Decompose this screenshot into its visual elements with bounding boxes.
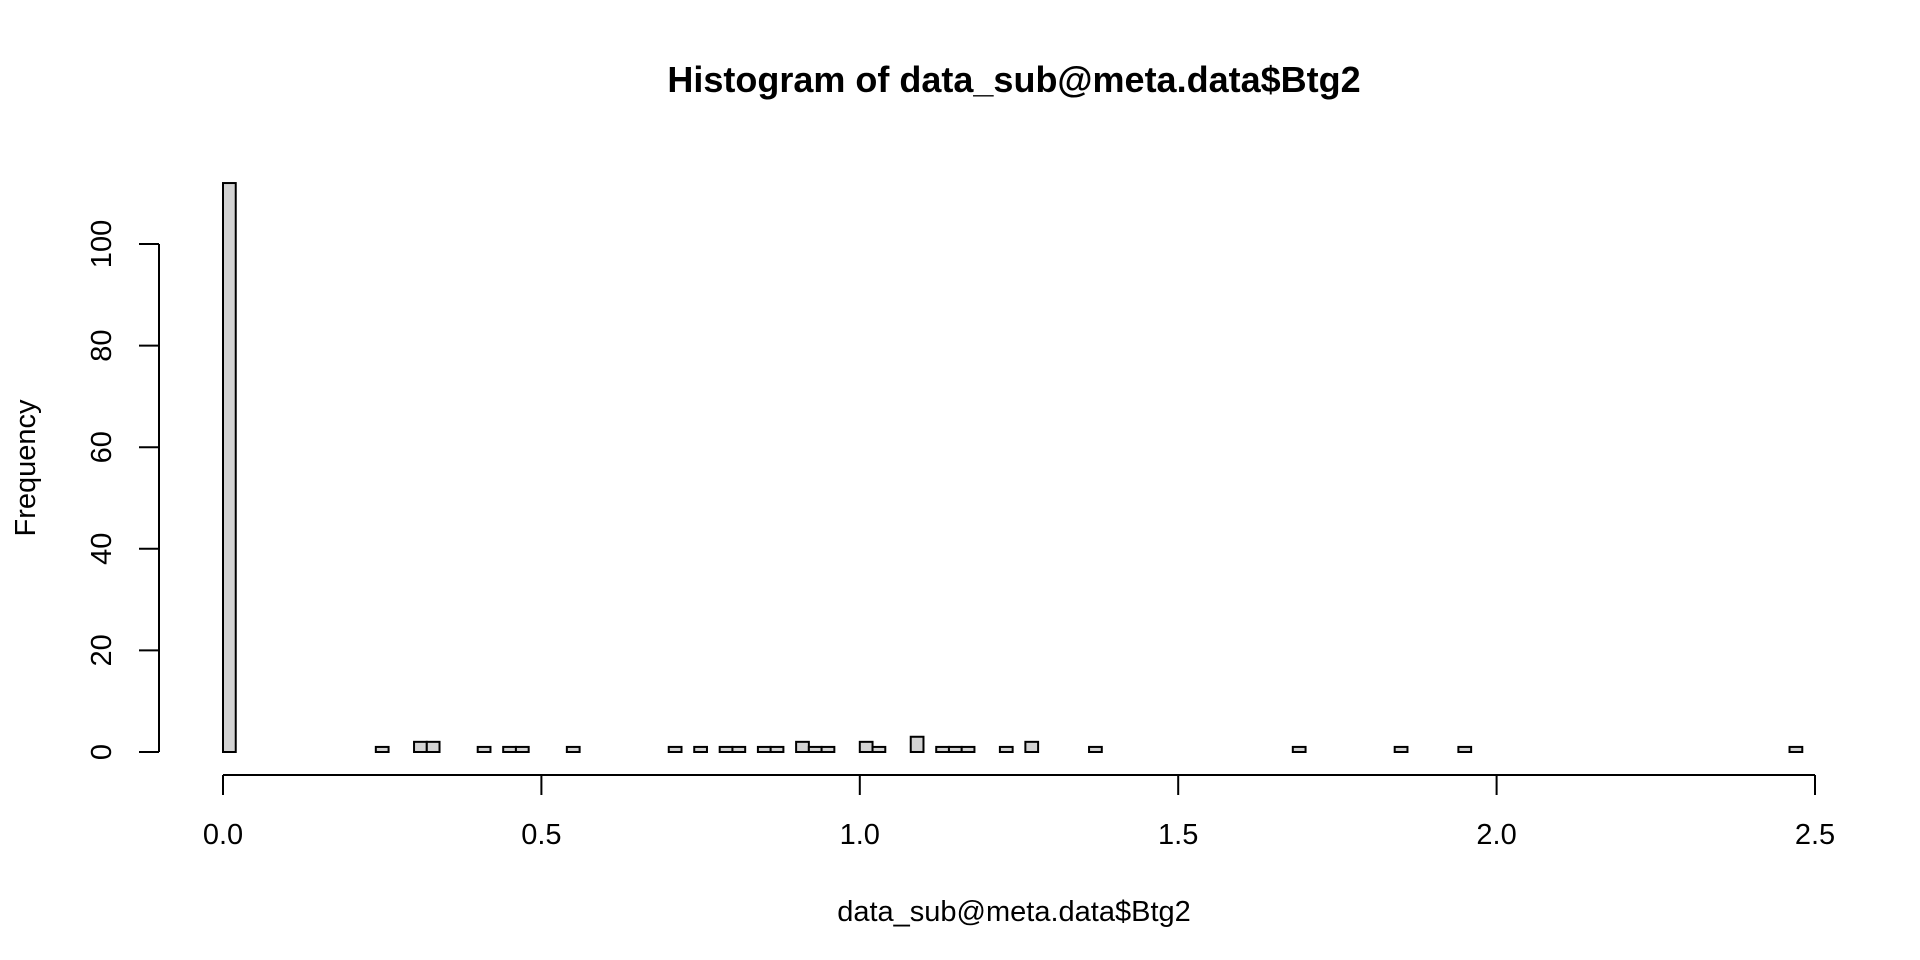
histogram-bar bbox=[795, 740, 810, 754]
y-tick-label: 40 bbox=[86, 533, 118, 565]
chart-title: Histogram of data_sub@meta.data$Btg2 bbox=[667, 59, 1360, 100]
histogram-bar bbox=[935, 745, 950, 753]
histogram-bar bbox=[667, 745, 683, 753]
histogram-bar bbox=[756, 745, 772, 753]
histogram-bar bbox=[693, 745, 708, 753]
histogram-bar bbox=[222, 182, 237, 754]
histogram-bar bbox=[1393, 745, 1409, 753]
histogram-bar bbox=[425, 740, 441, 754]
histogram-bar bbox=[909, 735, 925, 754]
x-axis-label: data_sub@meta.data$Btg2 bbox=[837, 896, 1191, 928]
histogram-bar bbox=[1024, 740, 1040, 754]
histogram-bar bbox=[502, 745, 517, 753]
histogram-bar bbox=[807, 745, 823, 753]
histogram-bar bbox=[1457, 745, 1473, 753]
histogram-bar bbox=[1291, 745, 1307, 753]
histogram-bar bbox=[476, 745, 492, 753]
x-tick-label: 1.0 bbox=[840, 819, 880, 851]
y-tick-label: 80 bbox=[86, 329, 118, 361]
histogram-bar bbox=[1088, 745, 1103, 753]
x-tick-label: 1.5 bbox=[1158, 819, 1198, 851]
histogram-bar bbox=[947, 745, 963, 753]
histogram-bar bbox=[374, 745, 390, 753]
histogram-bar bbox=[998, 745, 1014, 753]
histogram-bar bbox=[514, 745, 530, 753]
histogram-bar bbox=[820, 745, 836, 753]
histogram-bar bbox=[731, 745, 747, 753]
histogram-bar bbox=[769, 745, 785, 753]
y-axis-label: Frequency bbox=[10, 399, 42, 537]
y-tick-label: 20 bbox=[86, 634, 118, 666]
y-tick-label: 60 bbox=[86, 431, 118, 463]
histogram-bars bbox=[222, 182, 1804, 754]
y-axis: 0 20 40 60 80 100 bbox=[86, 220, 160, 760]
histogram-bar bbox=[871, 745, 887, 753]
histogram-bar bbox=[1788, 745, 1804, 753]
histogram-bar bbox=[858, 740, 874, 754]
x-tick-label: 0.0 bbox=[203, 819, 243, 851]
histogram-bar bbox=[960, 745, 976, 753]
x-tick-label: 0.5 bbox=[521, 819, 561, 851]
x-tick-label: 2.0 bbox=[1476, 819, 1516, 851]
y-tick-label: 100 bbox=[86, 220, 118, 268]
histogram-bar bbox=[565, 745, 581, 753]
x-axis: 0.0 0.5 1.0 1.5 2.0 2.5 bbox=[203, 774, 1835, 851]
histogram-bar bbox=[718, 745, 734, 753]
y-tick-label: 0 bbox=[86, 744, 118, 760]
histogram-bar bbox=[413, 740, 428, 754]
x-tick-label: 2.5 bbox=[1795, 819, 1835, 851]
